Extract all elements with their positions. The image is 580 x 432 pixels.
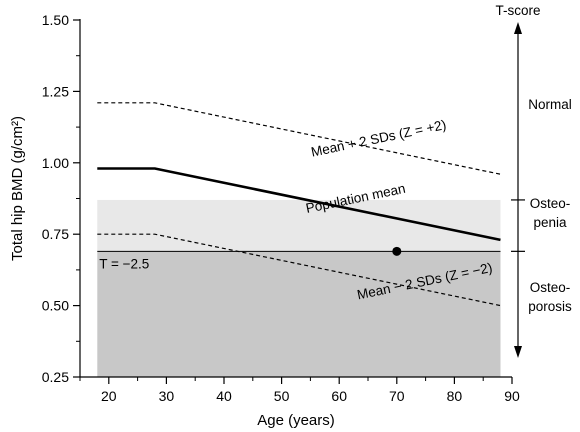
t-score-label-2: Osteo-porosis bbox=[528, 280, 572, 314]
arrow-up-icon bbox=[514, 22, 522, 34]
x-tick-label: 80 bbox=[447, 388, 463, 404]
series-label-0: Mean + 2 SDs (Z = +2) bbox=[310, 117, 448, 160]
arrow-down-icon bbox=[514, 346, 522, 358]
y-tick-label: 1.00 bbox=[42, 155, 69, 171]
region-osteopenia bbox=[97, 199, 501, 252]
axes: 0.25 0.50 0.75 1.00 1.25 1.50 20 30 40 50 60 70 80 90… bbox=[9, 12, 520, 429]
x-tick-label: 40 bbox=[216, 388, 232, 404]
t-score-title: T-score bbox=[495, 3, 540, 18]
t-score-label-1: Osteo-penia bbox=[530, 196, 571, 230]
bmd-regions bbox=[97, 199, 501, 377]
region-osteoporosis bbox=[97, 251, 501, 377]
x-tick-label: 50 bbox=[274, 388, 290, 404]
t-score-label-line: Normal bbox=[528, 97, 572, 112]
t-score-label-line: penia bbox=[533, 215, 567, 230]
x-tick-label: 20 bbox=[101, 388, 117, 404]
data-point bbox=[392, 246, 402, 256]
x-tick-label: 70 bbox=[389, 388, 405, 404]
y-tick-label: 0.25 bbox=[42, 369, 69, 385]
series-lines bbox=[97, 102, 501, 307]
y-tick-label: 0.75 bbox=[42, 226, 69, 242]
x-tick-label: 30 bbox=[159, 388, 175, 404]
y-tick-label: 1.25 bbox=[42, 83, 69, 99]
x-axis-label: Age (years) bbox=[257, 412, 335, 429]
y-axis-label: Total hip BMD (g/cm²) bbox=[9, 116, 26, 261]
threshold-label: T = −2.5 bbox=[99, 256, 149, 271]
y-tick-label: 0.50 bbox=[42, 298, 69, 314]
series-line-0 bbox=[97, 102, 501, 175]
x-tick-label: 90 bbox=[504, 388, 520, 404]
t-score-label-line: Osteo- bbox=[530, 196, 571, 211]
series-line-1 bbox=[97, 167, 501, 242]
y-tick-label: 1.50 bbox=[42, 12, 69, 28]
t-score-label-0: Normal bbox=[528, 97, 572, 112]
x-tick-label: 60 bbox=[331, 388, 347, 404]
t-score-label-line: Osteo- bbox=[530, 280, 571, 295]
series-line-2 bbox=[97, 233, 501, 307]
t-score-label-line: porosis bbox=[528, 299, 572, 314]
